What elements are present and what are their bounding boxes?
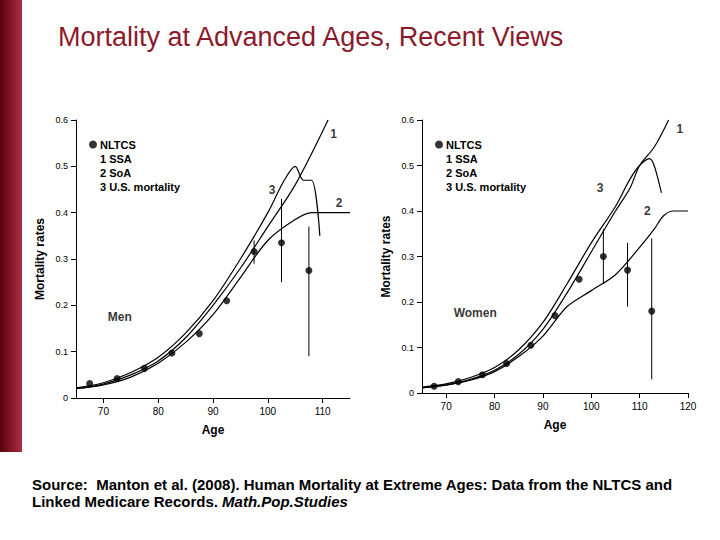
svg-text:0.5: 0.5 <box>401 161 414 171</box>
svg-text:80: 80 <box>489 401 501 412</box>
svg-text:0.5: 0.5 <box>55 161 68 171</box>
svg-text:1 SSA: 1 SSA <box>100 153 132 165</box>
svg-text:110: 110 <box>632 401 648 412</box>
svg-text:NLTCS: NLTCS <box>100 139 136 151</box>
svg-text:100: 100 <box>583 401 600 412</box>
svg-text:0: 0 <box>63 393 68 403</box>
svg-text:0.3: 0.3 <box>401 252 414 262</box>
svg-text:1: 1 <box>676 122 683 136</box>
svg-text:90: 90 <box>537 401 549 412</box>
html-text:Source: Manton et al. (2008).: Source: Manton et al. (2008). Human Mort… <box>32 476 673 510</box>
svg-text:70: 70 <box>98 406 110 417</box>
svg-text:Women: Women <box>454 306 497 320</box>
svg-text:3: 3 <box>597 181 604 195</box>
svg-text:3: 3 <box>269 183 276 197</box>
html-text:Mortality at Advanced Ages, Re: Mortality at Advanced Ages, Recent Views <box>58 22 564 52</box>
svg-text:NLTCS: NLTCS <box>446 139 482 151</box>
svg-text:0.1: 0.1 <box>55 347 68 357</box>
svg-text:2 SoA: 2 SoA <box>100 167 131 179</box>
svg-text:2 SoA: 2 SoA <box>446 167 477 179</box>
svg-text:2: 2 <box>336 196 343 210</box>
svg-text:Age: Age <box>544 418 567 432</box>
svg-text:Men: Men <box>108 310 132 324</box>
svg-text:3 U.S. mortality: 3 U.S. mortality <box>446 181 527 193</box>
svg-text:Mortality rates: Mortality rates <box>379 215 393 297</box>
svg-text:1 SSA: 1 SSA <box>446 153 478 165</box>
svg-text:0.1: 0.1 <box>401 343 414 353</box>
svg-text:0.3: 0.3 <box>55 254 68 264</box>
svg-text:0.6: 0.6 <box>55 115 68 125</box>
svg-text:0.4: 0.4 <box>55 208 68 218</box>
svg-text:70: 70 <box>441 401 453 412</box>
svg-text:1: 1 <box>330 127 337 141</box>
svg-text:120: 120 <box>680 401 697 412</box>
svg-text:90: 90 <box>207 406 219 417</box>
svg-text:3 U.S. mortality: 3 U.S. mortality <box>100 181 181 193</box>
svg-text:2: 2 <box>644 204 651 218</box>
svg-text:Age: Age <box>202 423 225 437</box>
svg-text:0.2: 0.2 <box>401 297 414 307</box>
svg-text:110: 110 <box>315 406 331 417</box>
svg-text:0.2: 0.2 <box>55 300 68 310</box>
svg-text:100: 100 <box>259 406 276 417</box>
svg-text:80: 80 <box>153 406 165 417</box>
svg-text:0: 0 <box>409 388 414 398</box>
svg-text:0.6: 0.6 <box>401 115 414 125</box>
svg-text:0.4: 0.4 <box>401 206 414 216</box>
svg-text:Mortality rates: Mortality rates <box>33 218 47 300</box>
